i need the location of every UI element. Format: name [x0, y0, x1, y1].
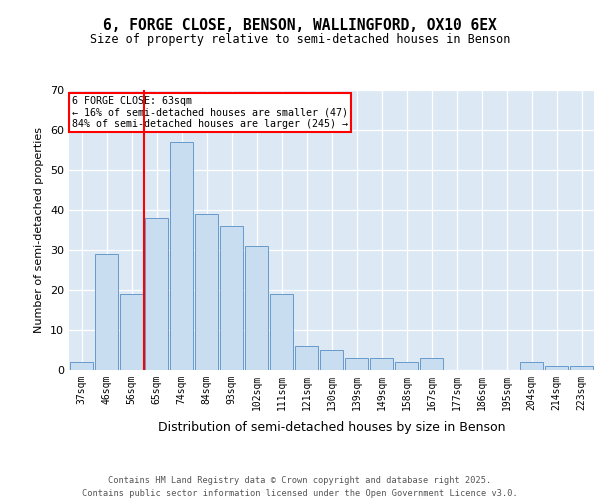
- Bar: [70, 362, 93, 370]
- Bar: [220, 226, 243, 370]
- Text: Size of property relative to semi-detached houses in Benson: Size of property relative to semi-detach…: [90, 32, 510, 46]
- Bar: [420, 358, 443, 370]
- X-axis label: Distribution of semi-detached houses by size in Benson: Distribution of semi-detached houses by …: [158, 421, 505, 434]
- Bar: [270, 294, 293, 370]
- Bar: [95, 254, 118, 370]
- Bar: [245, 246, 268, 370]
- Bar: [545, 366, 568, 370]
- Bar: [345, 358, 368, 370]
- Text: Contains HM Land Registry data © Crown copyright and database right 2025.
Contai: Contains HM Land Registry data © Crown c…: [82, 476, 518, 498]
- Bar: [120, 294, 143, 370]
- Text: 6 FORGE CLOSE: 63sqm
← 16% of semi-detached houses are smaller (47)
84% of semi-: 6 FORGE CLOSE: 63sqm ← 16% of semi-detac…: [71, 96, 347, 129]
- Bar: [320, 350, 343, 370]
- Bar: [170, 142, 193, 370]
- Bar: [570, 366, 593, 370]
- Y-axis label: Number of semi-detached properties: Number of semi-detached properties: [34, 127, 44, 333]
- Bar: [370, 358, 393, 370]
- Text: 6, FORGE CLOSE, BENSON, WALLINGFORD, OX10 6EX: 6, FORGE CLOSE, BENSON, WALLINGFORD, OX1…: [103, 18, 497, 32]
- Bar: [195, 214, 218, 370]
- Bar: [395, 362, 418, 370]
- Bar: [295, 346, 318, 370]
- Bar: [145, 218, 168, 370]
- Bar: [520, 362, 543, 370]
